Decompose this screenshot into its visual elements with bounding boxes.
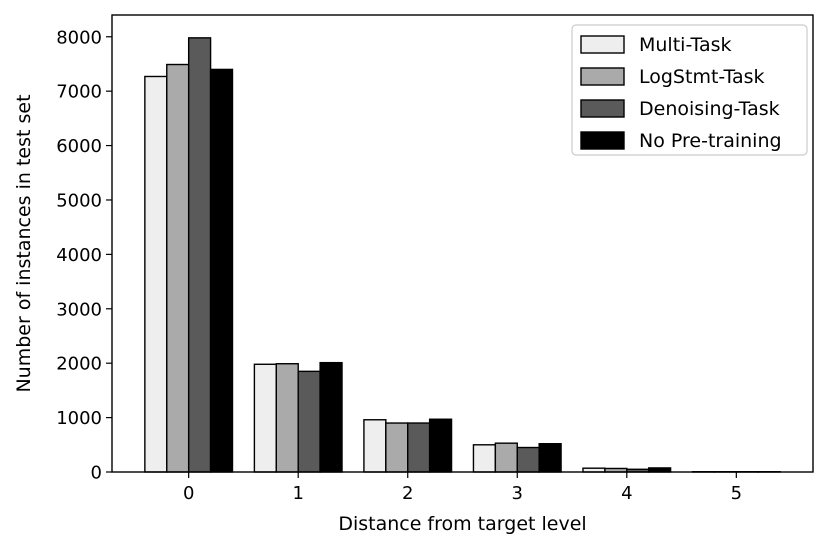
bar-denoising-task-2 [407,422,431,473]
legend-swatch [580,35,625,54]
y-tick-label: 7000 [56,82,102,103]
bar-no-pre-training-1 [319,361,343,473]
bar-multi-task-0 [144,75,168,473]
x-tick-label: 2 [402,483,413,504]
axes-frame [111,14,814,473]
bar-denoising-task-3 [516,446,540,473]
legend-label: Multi-Task [639,34,732,56]
bar-multi-task-3 [472,444,497,473]
x-tick-label: 4 [621,483,632,504]
y-axis-label: Number of instances in test set [13,94,35,392]
y-tick-label: 0 [91,463,102,484]
bar-multi-task-2 [363,419,387,473]
legend-label: LogStmt-Task [639,66,765,88]
legend-label: No Pre-training [639,130,782,152]
bar-no-pre-training-0 [209,68,234,473]
x-tick-label: 5 [731,483,742,504]
legend-swatch [580,67,625,86]
legend-swatch [580,99,625,118]
y-axis-ticks: 0 1000 2000 3000 4000 5000 6000 7000 8000 [56,27,112,484]
bar-logstmt-task-3 [494,442,518,473]
bar-no-pre-training-3 [538,443,562,473]
x-tick-label: 3 [512,483,523,504]
legend-swatch [580,131,625,150]
legend-box [571,24,808,156]
y-tick-label: 8000 [56,27,102,48]
y-tick-label: 4000 [56,245,102,266]
y-tick-label: 6000 [56,136,102,157]
legend-label: Denoising-Task [639,98,780,120]
y-tick-label: 3000 [56,299,102,320]
y-tick-label: 5000 [56,190,102,211]
y-tick-label: 2000 [56,354,102,375]
bar-logstmt-task-0 [166,63,190,473]
bar-denoising-task-1 [297,370,321,473]
bar-denoising-task-0 [187,37,212,473]
bars-group [144,37,781,473]
bar-no-pre-training-2 [428,418,453,473]
y-tick-label: 1000 [56,408,102,429]
x-tick-label: 0 [183,483,194,504]
x-axis-ticks: 0 1 2 3 4 5 [183,472,742,504]
bar-logstmt-task-2 [385,422,409,473]
x-tick-label: 1 [292,483,303,504]
bar-logstmt-task-1 [275,363,299,473]
x-axis-label: Distance from target level [338,513,586,535]
bar-multi-task-1 [253,363,277,473]
legend: Multi-Task LogStmt-Task Denoising-Task No P… [571,24,808,156]
